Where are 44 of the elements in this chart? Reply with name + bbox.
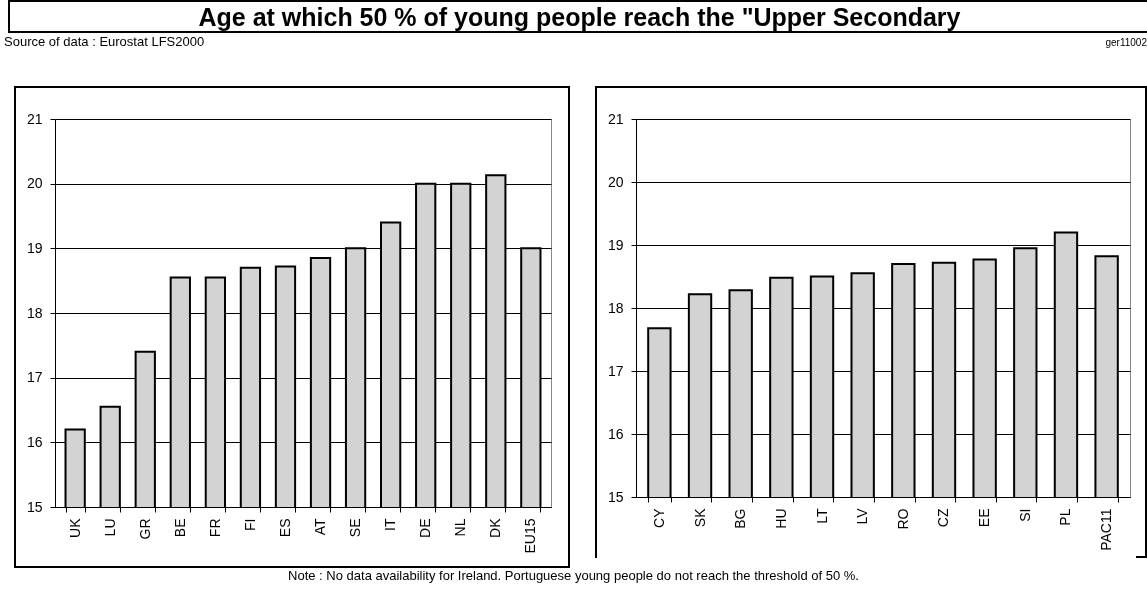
x-tick-label: SK <box>691 507 708 528</box>
x-tick-label: UK <box>66 517 83 538</box>
x-tick-label: PL <box>1057 508 1074 526</box>
x-tick-label: LV <box>854 507 871 525</box>
y-tick-label: 16 <box>26 433 43 450</box>
x-tick-label: AT <box>312 518 329 536</box>
x-tick-label: DE <box>417 518 434 538</box>
y-tick-label: 18 <box>607 299 624 316</box>
x-tick-label: IT <box>382 518 399 531</box>
y-tick-label: 21 <box>607 110 624 127</box>
x-tick-label: NL <box>452 518 469 537</box>
x-tick-label: SI <box>1016 508 1033 522</box>
x-tick-label: CY <box>650 507 667 528</box>
text: Note : No data availability for Ireland. Portuguese young people do not reach the threshold of 50 %. <box>287 568 860 583</box>
x-tick-label: SE <box>347 518 364 538</box>
x-tick-label: HU <box>772 508 789 529</box>
x-tick-label: DK <box>487 517 504 538</box>
text: ger11002 <box>1105 37 1147 48</box>
y-tick-label: 20 <box>26 175 43 192</box>
x-tick-label: FI <box>241 518 258 531</box>
y-tick-label: 15 <box>26 498 43 515</box>
x-tick-label: CZ <box>935 508 952 528</box>
y-tick-label: 21 <box>26 110 43 127</box>
x-tick-label: LT <box>813 508 830 524</box>
y-tick-label: 15 <box>607 488 624 505</box>
x-tick-label: BG <box>732 508 749 529</box>
x-tick-label: EU15 <box>522 518 539 554</box>
x-tick-label: PAC11 <box>1098 508 1115 551</box>
x-tick-label: FR <box>206 518 223 538</box>
y-tick-label: 17 <box>607 362 624 379</box>
source-note: Source of data : Eurostat LFS2000 <box>4 34 205 49</box>
y-tick-label: 16 <box>607 425 624 442</box>
y-tick-label: 19 <box>26 239 43 256</box>
y-tick-label: 18 <box>26 304 43 321</box>
y-tick-label: 19 <box>607 236 624 253</box>
x-tick-label: LU <box>101 518 118 537</box>
x-tick-label: RO <box>894 508 911 530</box>
x-tick-label: EE <box>976 508 993 528</box>
y-tick-label: 20 <box>607 173 624 190</box>
x-tick-label: GR <box>136 518 153 540</box>
chart-title: Age at which 50 % of young people reach the "Upper Secondary <box>8 0 1147 33</box>
x-tick-label: BE <box>171 518 188 538</box>
y-tick-label: 17 <box>26 369 43 386</box>
x-tick-label: ES <box>276 518 293 538</box>
